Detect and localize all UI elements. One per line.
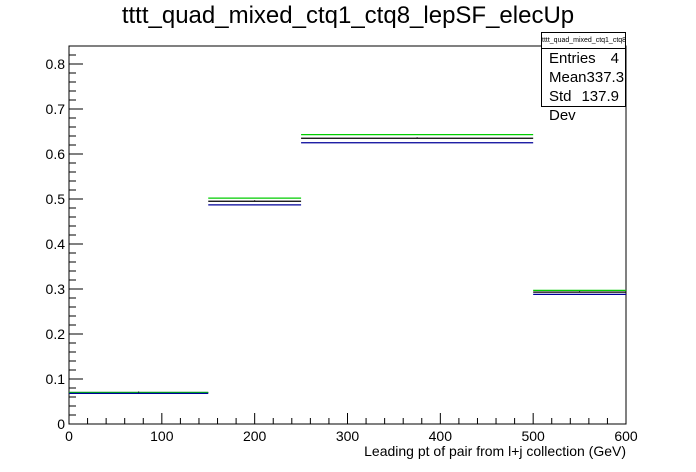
y-tick-label: 0.8 xyxy=(46,56,66,72)
chart-title: tttt_quad_mixed_ctq1_ctq8_lepSF_elecUp xyxy=(121,2,575,29)
bin-center-marker xyxy=(416,137,418,139)
y-tick-label: 0.2 xyxy=(46,326,66,342)
x-tick-label: 300 xyxy=(336,428,360,444)
x-tick-label: 400 xyxy=(429,428,453,444)
y-tick-label: 0 xyxy=(57,416,65,432)
stats-row-entries: Entries 4 xyxy=(542,49,625,68)
stats-value: 4 xyxy=(610,50,619,67)
stats-box-title: tttt_quad_mixed_ctq1_ctq8_lepSF_elecUp xyxy=(542,33,625,49)
bin-center-marker xyxy=(254,200,256,202)
x-axis-title: Leading pt of pair from l+j collection (… xyxy=(364,443,626,459)
x-tick-label: 600 xyxy=(614,428,638,444)
stats-label: Std Dev xyxy=(549,88,576,124)
stats-row-stddev: Std Dev 137.9 xyxy=(542,87,625,124)
x-tick-label: 200 xyxy=(243,428,267,444)
bin-center-marker xyxy=(138,391,140,393)
y-tick-label: 0.1 xyxy=(46,371,66,387)
stats-value: 337.3 xyxy=(586,69,625,86)
x-tick-label: 100 xyxy=(150,428,174,444)
y-tick-label: 0.7 xyxy=(46,101,66,117)
bin-center-marker xyxy=(579,291,581,293)
stats-label: Mean xyxy=(549,69,587,86)
stats-value: 137.9 xyxy=(581,88,619,105)
x-tick-label: 0 xyxy=(65,428,73,444)
y-tick-label: 0.3 xyxy=(46,281,66,297)
y-tick-label: 0.6 xyxy=(46,146,66,162)
y-tick-label: 0.4 xyxy=(46,236,66,252)
stats-box: tttt_quad_mixed_ctq1_ctq8_lepSF_elecUp E… xyxy=(541,32,626,124)
stats-label: Entries xyxy=(549,50,596,67)
x-tick-label: 500 xyxy=(521,428,545,444)
y-tick-label: 0.5 xyxy=(46,191,66,207)
stats-row-mean: Mean 337.3 xyxy=(542,68,625,87)
